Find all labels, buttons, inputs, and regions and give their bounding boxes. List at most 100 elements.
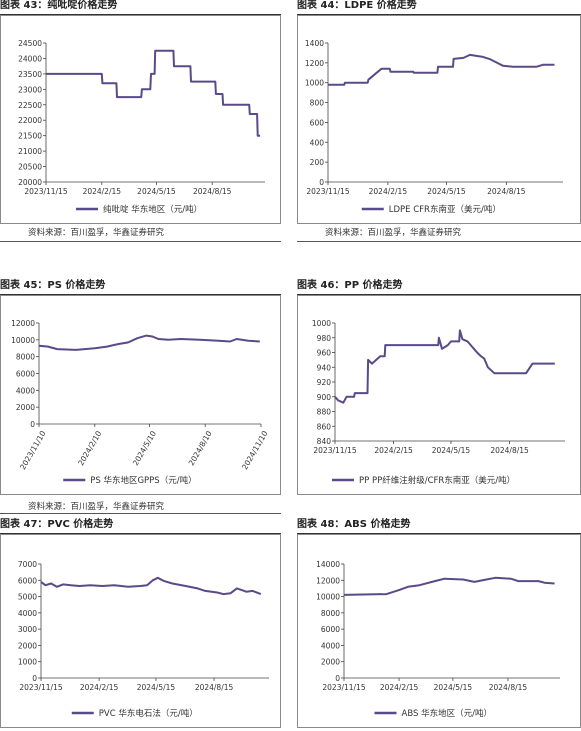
y-tick-label: 10000 [11,336,35,345]
title-divider [0,294,281,295]
y-tick-label: 900 [317,393,332,402]
y-tick-label: 940 [317,363,332,372]
x-tick-label: 2023/11/15 [313,446,356,455]
chart-panel-48: 图表 48：ABS 价格走势 0 2000 4000 6000 8000 10000 120… [297,519,581,728]
x-tick-label: 2024/2/10 [76,429,103,467]
legend-label: PS 华东地区GPPS（元/吨） [90,475,196,486]
x-tick-label: 2024/2/15 [380,683,419,692]
y-tick-label: 8000 [16,353,35,362]
y-tick-label: 1000 [312,319,331,328]
y-tick-label: 5000 [18,593,37,602]
y-tick-label: 1000 [305,79,324,88]
panel-title: 图表 47：PVC 价格走势 [0,519,114,530]
chart-panel-44: 图表 44：LDPE 价格走势 0 200 400 600 800 1000 1200 140… [297,0,581,245]
price-chart-45: 0 2000 4000 6000 8000 10000 12000 2023/11/10 202… [11,319,270,486]
chart-frame: 0 1000 2000 3000 4000 5000 6000 7000 2023/11/15 2… [0,534,281,728]
x-tick-label: 2024/5/15 [434,683,473,692]
y-tick-label: 8000 [321,609,340,618]
source-note: 资料来源：百川盈孚，华鑫证券研究 [325,228,462,238]
x-tick-label: 2023/11/10 [18,429,48,471]
x-tick-label: 2024/8/15 [487,187,526,196]
x-tick-label: 2023/11/15 [306,187,349,196]
y-tick-label: 840 [317,437,332,446]
y-tick-label: 920 [317,378,332,387]
source-divider [0,241,281,242]
y-tick-label: 0 [32,674,37,683]
y-tick-label: 10000 [316,593,340,602]
y-tick-label: 880 [317,408,332,417]
chart-panel-47: 图表 47：PVC 价格走势 0 1000 2000 3000 4000 5000 6000… [0,519,281,728]
y-tick-label: 6000 [18,576,37,585]
chart-frame: 840 860 880 900 920 940 960 980 1000 2023/11/15 20… [297,295,581,495]
y-tick-label: 0 [319,178,324,187]
x-tick-label: 2024/11/10 [240,429,270,471]
x-tick-label: 2024/5/15 [432,446,471,455]
y-tick-label: 4000 [18,609,37,618]
y-tick-label: 20000 [18,178,42,187]
y-tick-label: 24500 [18,39,42,48]
y-tick-label: 600 [310,118,325,127]
y-tick-label: 6000 [321,625,340,634]
legend-label: 纯吡啶 华东地区（元/吨） [103,204,202,215]
y-tick-label: 960 [317,349,332,358]
chart-panel-46: 图表 46：PP 价格走势 840 860 880 900 920 940 960 980 10… [297,280,581,495]
y-tick-label: 400 [310,138,325,147]
y-tick-label: 1200 [305,59,324,68]
x-tick-label: 2024/8/15 [195,683,234,692]
y-tick-label: 2000 [16,403,35,412]
x-tick-label: 2024/8/15 [490,446,529,455]
x-tick-label: 2024/5/15 [137,683,176,692]
series-line [40,576,262,596]
x-tick-label: 2023/11/15 [24,187,67,196]
y-tick-label: 3000 [18,625,37,634]
title-divider [297,14,581,15]
legend-label: ABS 华东地区（元/吨） [402,708,492,719]
y-tick-label: 6000 [16,370,35,379]
title-divider [297,294,581,295]
y-tick-label: 7000 [18,560,37,569]
x-tick-label: 2024/8/15 [489,683,528,692]
legend-label: LDPE CFR东南亚（美元/吨） [389,204,501,215]
x-tick-label: 2024/5/15 [137,187,176,196]
title-divider [0,14,281,15]
y-tick-label: 2000 [18,641,37,650]
y-tick-label: 980 [317,334,332,343]
series-line [334,329,555,404]
chart-panel-43: 图表 43：纯吡啶价格走势 20000 20500 21000 21500 22000 2… [0,0,281,245]
x-tick-label: 2023/11/15 [322,683,365,692]
y-tick-label: 4000 [321,641,340,650]
x-tick-label: 2024/2/15 [369,187,408,196]
y-tick-label: 0 [30,420,35,429]
x-tick-label: 2024/2/15 [80,683,119,692]
x-tick-label: 2023/11/15 [19,683,62,692]
y-tick-label: 2000 [321,658,340,667]
y-tick-label: 860 [317,422,332,431]
panel-title: 图表 45：PS 价格走势 [0,280,106,291]
price-chart-43: 20000 20500 21000 21500 22000 22500 23000 23500… [18,39,265,215]
y-tick-label: 24000 [18,54,42,63]
y-tick-label: 1400 [305,39,324,48]
x-tick-label: 2024/5/15 [427,187,466,196]
chart-frame: 0 2000 4000 6000 8000 10000 12000 2023/11/10 202… [0,295,281,495]
series-line [46,49,261,137]
y-tick-label: 0 [335,674,340,683]
y-tick-label: 23500 [18,70,42,79]
series-line [343,576,555,596]
price-chart-44: 0 200 400 600 800 1000 1200 1400 2023/11/15 2024/… [305,39,563,215]
y-tick-label: 14000 [316,560,340,569]
source-divider [297,241,581,242]
price-chart-48: 0 2000 4000 6000 8000 10000 12000 14000 2023/11/… [316,560,560,719]
source-divider [0,513,281,514]
chart-panel-45: 图表 45：PS 价格走势 0 2000 4000 6000 8000 10000 1200… [0,280,281,514]
source-note: 资料来源：百川盈孚，华鑫证券研究 [28,228,165,238]
panel-title: 图表 44：LDPE 价格走势 [297,0,417,11]
series-line [328,53,555,86]
y-tick-label: 12000 [316,576,340,585]
x-tick-label: 2024/2/15 [374,446,413,455]
panel-title: 图表 46：PP 价格走势 [297,280,403,291]
chart-frame: 0 2000 4000 6000 8000 10000 12000 14000 2023/11/… [297,534,581,728]
panel-title: 图表 43：纯吡啶价格走势 [0,0,118,11]
y-tick-label: 200 [310,158,325,167]
y-tick-label: 21000 [18,147,42,156]
chart-frame: 0 200 400 600 800 1000 1200 1400 2023/11/15 2024/… [297,15,581,224]
